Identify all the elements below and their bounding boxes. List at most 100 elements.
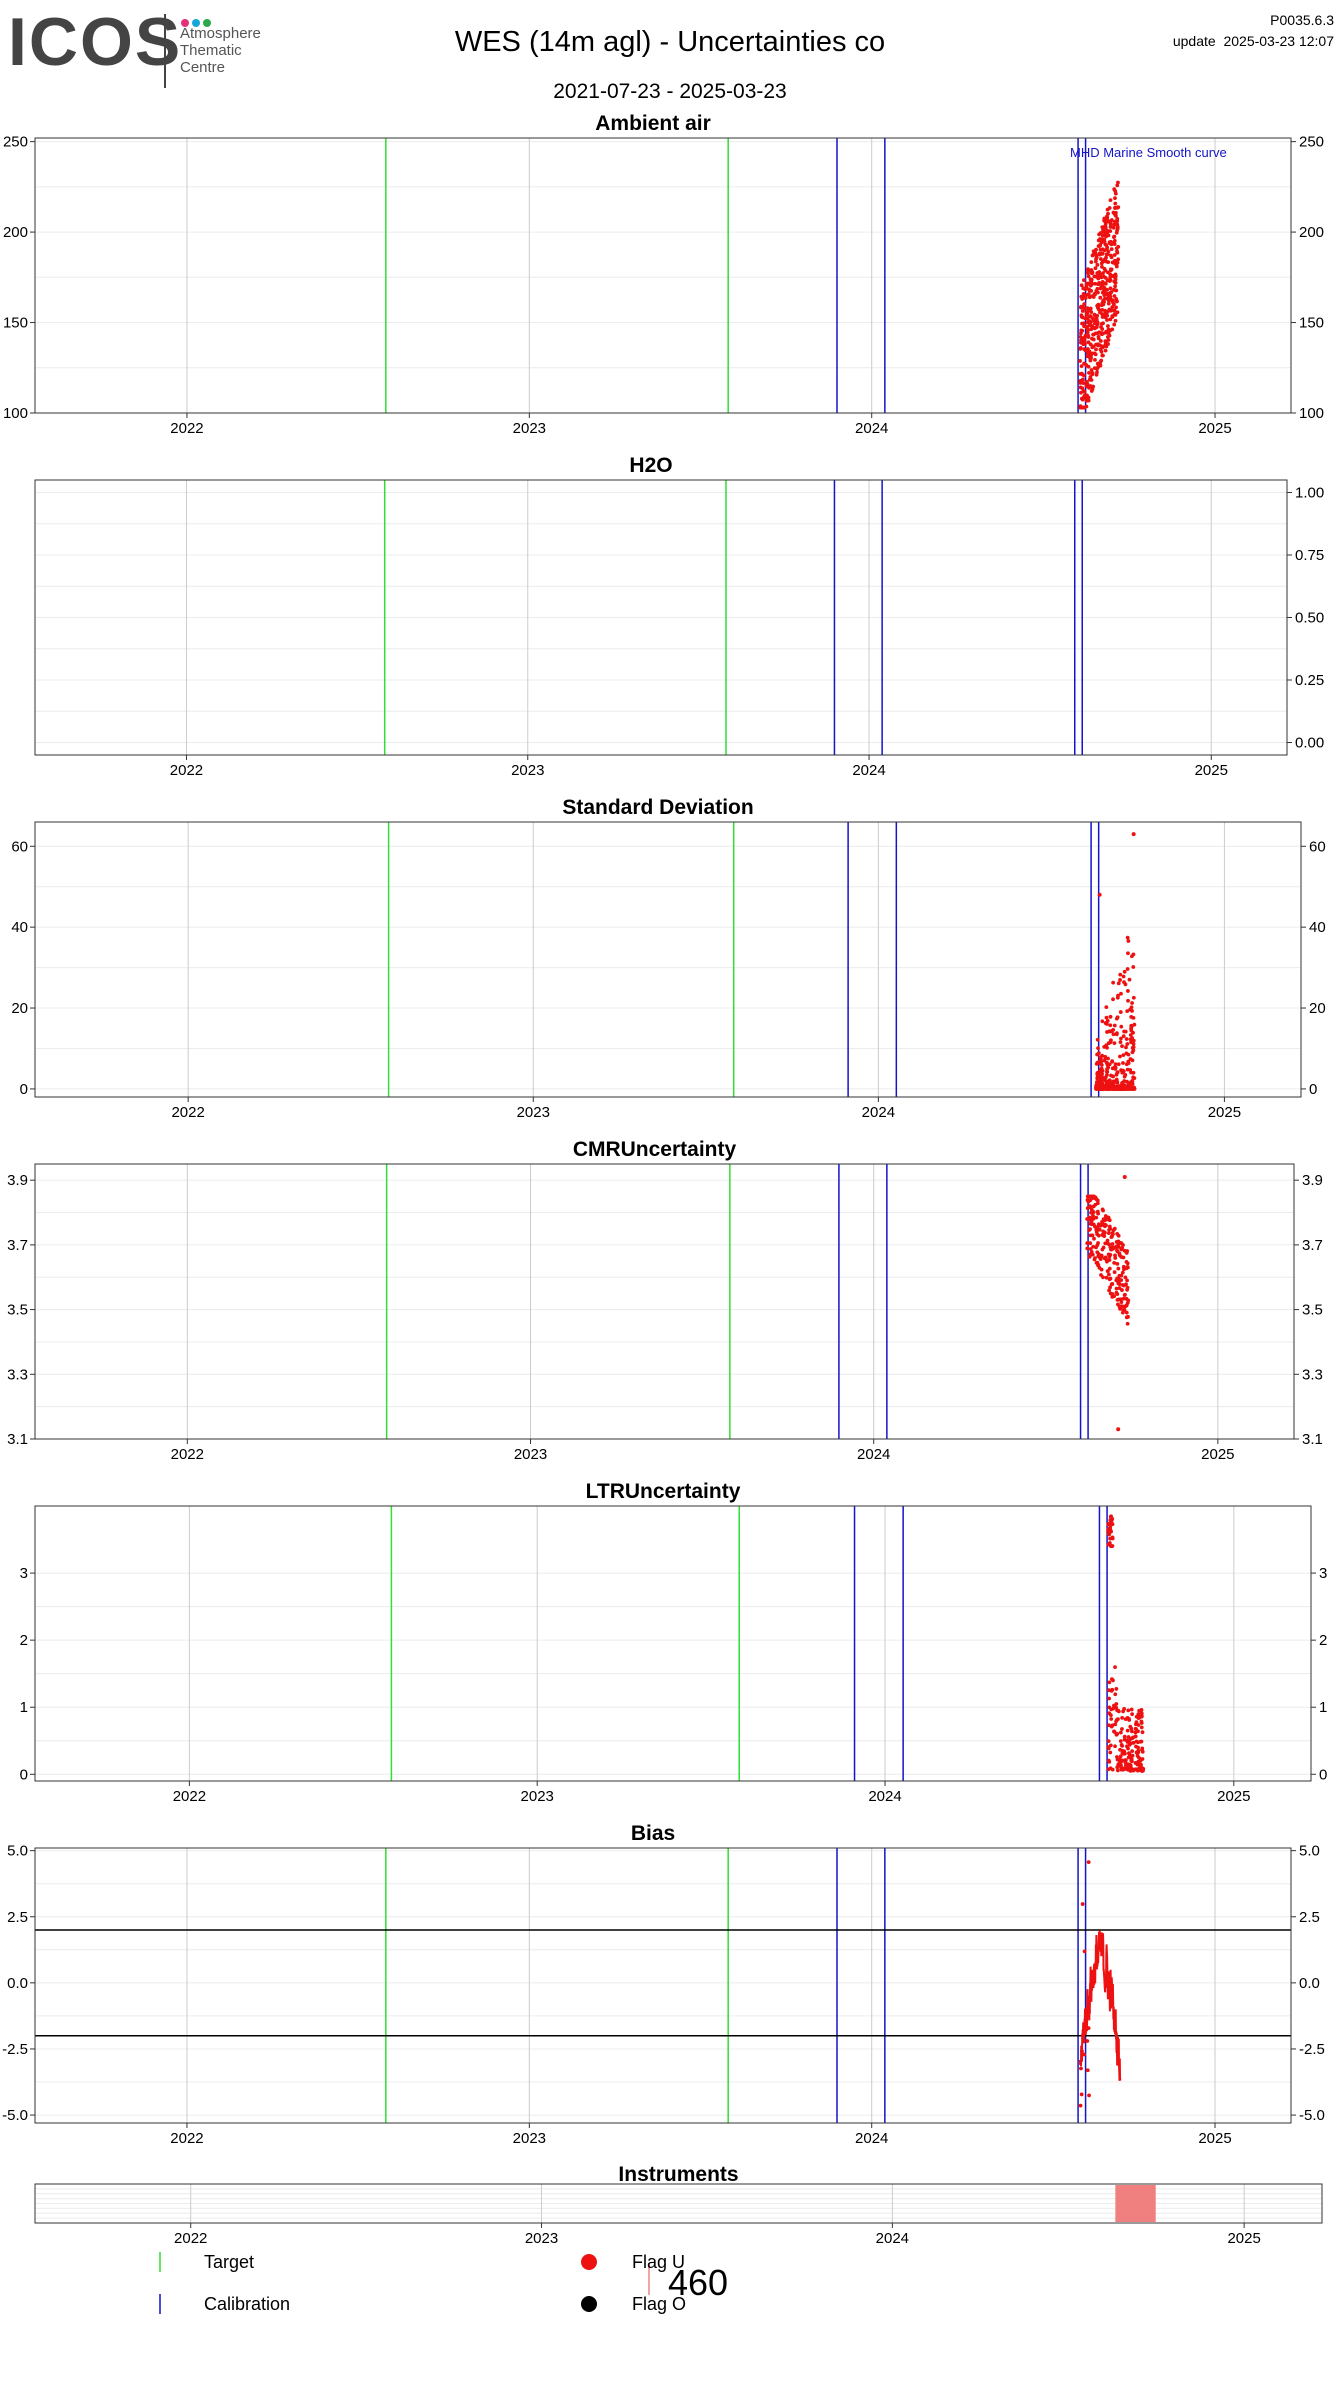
y-tick-label-right: 0.75 bbox=[1295, 547, 1324, 564]
data-point bbox=[1085, 1246, 1090, 1251]
x-tick-label: 2025 bbox=[1195, 762, 1228, 779]
data-point bbox=[1131, 1042, 1136, 1046]
data-point bbox=[1102, 1044, 1107, 1049]
data-point bbox=[1107, 1288, 1111, 1293]
data-point bbox=[1120, 1270, 1125, 1275]
data-point bbox=[1079, 390, 1083, 395]
data-point bbox=[1113, 205, 1117, 210]
data-point bbox=[1088, 1241, 1093, 1246]
data-point bbox=[1101, 271, 1105, 276]
data-point bbox=[1108, 1276, 1113, 1281]
y-tick-label-right: 0 bbox=[1309, 1081, 1317, 1098]
data-point bbox=[1113, 1692, 1118, 1697]
data-point bbox=[1120, 1751, 1125, 1755]
data-point bbox=[1128, 1724, 1133, 1729]
x-tick-label: 2024 bbox=[852, 762, 885, 779]
data-point bbox=[1126, 1755, 1131, 1760]
data-point bbox=[1116, 981, 1121, 986]
data-point bbox=[1137, 1714, 1141, 1719]
data-point bbox=[1106, 1522, 1111, 1527]
data-point bbox=[1129, 1024, 1134, 1029]
data-point bbox=[1093, 352, 1098, 357]
data-point bbox=[1113, 1062, 1118, 1067]
data-point bbox=[1101, 353, 1105, 358]
data-point bbox=[1080, 309, 1085, 313]
data-point bbox=[1124, 1037, 1129, 1041]
data-point bbox=[1102, 1058, 1107, 1063]
data-point bbox=[1114, 230, 1119, 235]
data-point bbox=[1134, 1750, 1139, 1755]
data-point bbox=[1111, 225, 1116, 230]
data-point bbox=[1108, 286, 1113, 291]
y-tick-label-right: 40 bbox=[1309, 919, 1326, 936]
data-point bbox=[1113, 1744, 1117, 1749]
data-point bbox=[1114, 1732, 1119, 1737]
data-point bbox=[1128, 1033, 1133, 1037]
data-point bbox=[1114, 1244, 1119, 1249]
data-point bbox=[1130, 1749, 1135, 1753]
chart-title: Ambient air bbox=[595, 112, 711, 135]
data-point bbox=[1099, 1254, 1104, 1259]
data-point bbox=[1122, 1307, 1127, 1312]
data-point bbox=[1085, 320, 1090, 325]
data-point bbox=[1125, 1278, 1129, 1283]
data-point bbox=[1104, 1275, 1109, 1280]
data-point bbox=[1122, 969, 1127, 974]
x-tick-label: 2024 bbox=[862, 1104, 895, 1121]
data-point bbox=[1121, 1264, 1126, 1269]
data-point bbox=[1086, 2026, 1091, 2030]
data-point bbox=[1125, 1716, 1130, 1720]
data-point bbox=[1137, 1708, 1142, 1713]
data-point bbox=[1099, 257, 1103, 261]
data-point bbox=[1086, 398, 1091, 403]
data-point bbox=[1081, 397, 1085, 401]
data-point bbox=[1094, 1080, 1099, 1084]
legend-target-label: Target bbox=[204, 2252, 254, 2272]
data-point bbox=[1108, 328, 1113, 333]
y-tick-label-right: 1 bbox=[1319, 1699, 1327, 1716]
data-point bbox=[1088, 358, 1093, 363]
data-point bbox=[1096, 1085, 1101, 1090]
data-point bbox=[1095, 1209, 1100, 1214]
data-point bbox=[1080, 2049, 1084, 2054]
data-point bbox=[1113, 196, 1117, 201]
data-point bbox=[1110, 1242, 1115, 1246]
plot-frame bbox=[34, 1163, 1295, 1440]
data-point bbox=[1079, 2066, 1083, 2071]
data-point bbox=[1112, 242, 1117, 247]
data-point bbox=[1107, 1680, 1112, 1685]
data-point bbox=[1104, 243, 1109, 247]
y-tick-label-left: 3.3 bbox=[7, 1366, 28, 1383]
data-point bbox=[1115, 1768, 1120, 1773]
chart-title: Bias bbox=[631, 1822, 675, 1845]
data-point bbox=[1082, 336, 1087, 341]
data-point bbox=[1107, 1541, 1112, 1545]
data-point bbox=[1121, 1034, 1126, 1039]
y-tick-label-right: 200 bbox=[1299, 224, 1324, 241]
y-tick-label-left: 200 bbox=[3, 224, 28, 241]
data-point bbox=[1119, 1255, 1124, 1259]
y-tick-label-right: 20 bbox=[1309, 1000, 1326, 1017]
data-point bbox=[1079, 338, 1083, 343]
data-point bbox=[1108, 294, 1113, 299]
data-point bbox=[1120, 1743, 1125, 1748]
legend-flag-o-swatch bbox=[581, 2296, 597, 2312]
data-point bbox=[1088, 277, 1093, 282]
instrument-size-mark bbox=[648, 2263, 650, 2295]
data-point bbox=[1112, 279, 1117, 284]
data-point bbox=[1114, 1705, 1119, 1710]
data-point bbox=[1133, 1767, 1138, 1772]
y-tick-label-left: 3.7 bbox=[7, 1237, 28, 1254]
data-point bbox=[1105, 335, 1110, 339]
y-tick-label-left: 150 bbox=[3, 315, 28, 332]
data-point bbox=[1094, 325, 1099, 329]
data-point bbox=[1103, 276, 1108, 280]
data-point bbox=[1121, 1053, 1126, 1058]
x-tick-label: 2022 bbox=[173, 1788, 206, 1805]
x-tick-label: 2023 bbox=[525, 2230, 558, 2247]
legend-flag-o-label: Flag O bbox=[632, 2294, 686, 2314]
data-point bbox=[1110, 1086, 1115, 1091]
data-point bbox=[1106, 1079, 1111, 1083]
data-point bbox=[1103, 342, 1108, 347]
y-tick-label-right: 3.3 bbox=[1302, 1366, 1323, 1383]
